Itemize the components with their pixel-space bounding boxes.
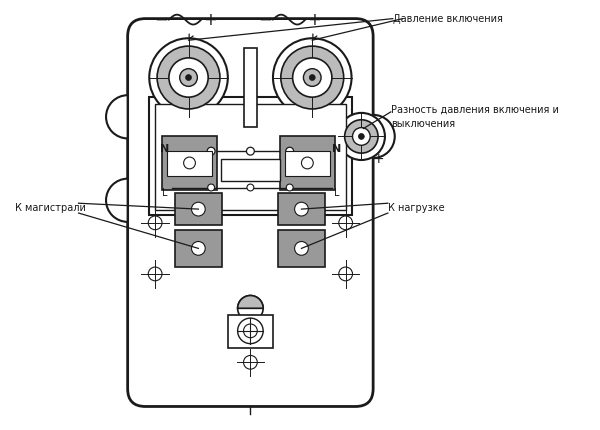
Text: +: +	[307, 11, 321, 28]
Bar	[149, 97, 352, 215]
Bar	[175, 230, 222, 267]
Circle shape	[191, 202, 205, 216]
FancyBboxPatch shape	[128, 18, 373, 406]
Bar	[244, 48, 257, 126]
Text: −: −	[258, 11, 272, 28]
Text: +: +	[203, 11, 217, 28]
Circle shape	[304, 69, 321, 86]
Bar	[167, 151, 212, 176]
Circle shape	[238, 295, 263, 321]
Circle shape	[157, 46, 220, 109]
Text: N: N	[160, 144, 170, 154]
Circle shape	[247, 147, 254, 155]
Circle shape	[286, 147, 293, 155]
Circle shape	[339, 216, 353, 230]
Text: L: L	[334, 188, 340, 198]
Circle shape	[148, 267, 162, 281]
Circle shape	[295, 202, 308, 216]
Circle shape	[191, 242, 205, 255]
Circle shape	[238, 318, 263, 344]
Circle shape	[169, 58, 208, 97]
Text: L: L	[162, 188, 168, 198]
Circle shape	[179, 69, 197, 86]
Bar	[221, 159, 280, 181]
Circle shape	[301, 157, 313, 169]
Bar	[228, 315, 273, 347]
Wedge shape	[106, 179, 128, 222]
Circle shape	[281, 46, 344, 109]
Bar	[162, 136, 217, 190]
Circle shape	[293, 58, 332, 97]
Circle shape	[148, 216, 162, 230]
Text: +: +	[372, 152, 384, 166]
Circle shape	[344, 120, 378, 153]
Circle shape	[207, 147, 215, 155]
Bar	[278, 194, 325, 225]
Circle shape	[358, 133, 364, 139]
Circle shape	[247, 184, 254, 191]
Bar	[155, 104, 346, 210]
Circle shape	[185, 74, 191, 80]
Circle shape	[339, 267, 353, 281]
Bar	[280, 136, 335, 190]
Text: К магистрали: К магистрали	[15, 203, 86, 213]
Bar	[285, 151, 330, 176]
Circle shape	[184, 157, 196, 169]
Circle shape	[273, 38, 352, 117]
Wedge shape	[106, 95, 128, 138]
Wedge shape	[373, 115, 395, 158]
Text: −: −	[154, 11, 168, 28]
Text: К нагрузке: К нагрузке	[388, 203, 445, 213]
Circle shape	[338, 113, 385, 160]
Circle shape	[244, 324, 257, 338]
Bar	[175, 194, 222, 225]
Circle shape	[286, 184, 293, 191]
Text: Давление включения: Давление включения	[393, 14, 503, 24]
Circle shape	[310, 74, 315, 80]
Circle shape	[295, 242, 308, 255]
Bar	[278, 230, 325, 267]
Circle shape	[244, 356, 257, 369]
Text: Разность давления включения и
выключения: Разность давления включения и выключения	[391, 105, 559, 129]
Circle shape	[208, 184, 215, 191]
Circle shape	[149, 38, 228, 117]
Text: N: N	[332, 144, 341, 154]
Circle shape	[353, 128, 370, 145]
Wedge shape	[238, 295, 263, 308]
